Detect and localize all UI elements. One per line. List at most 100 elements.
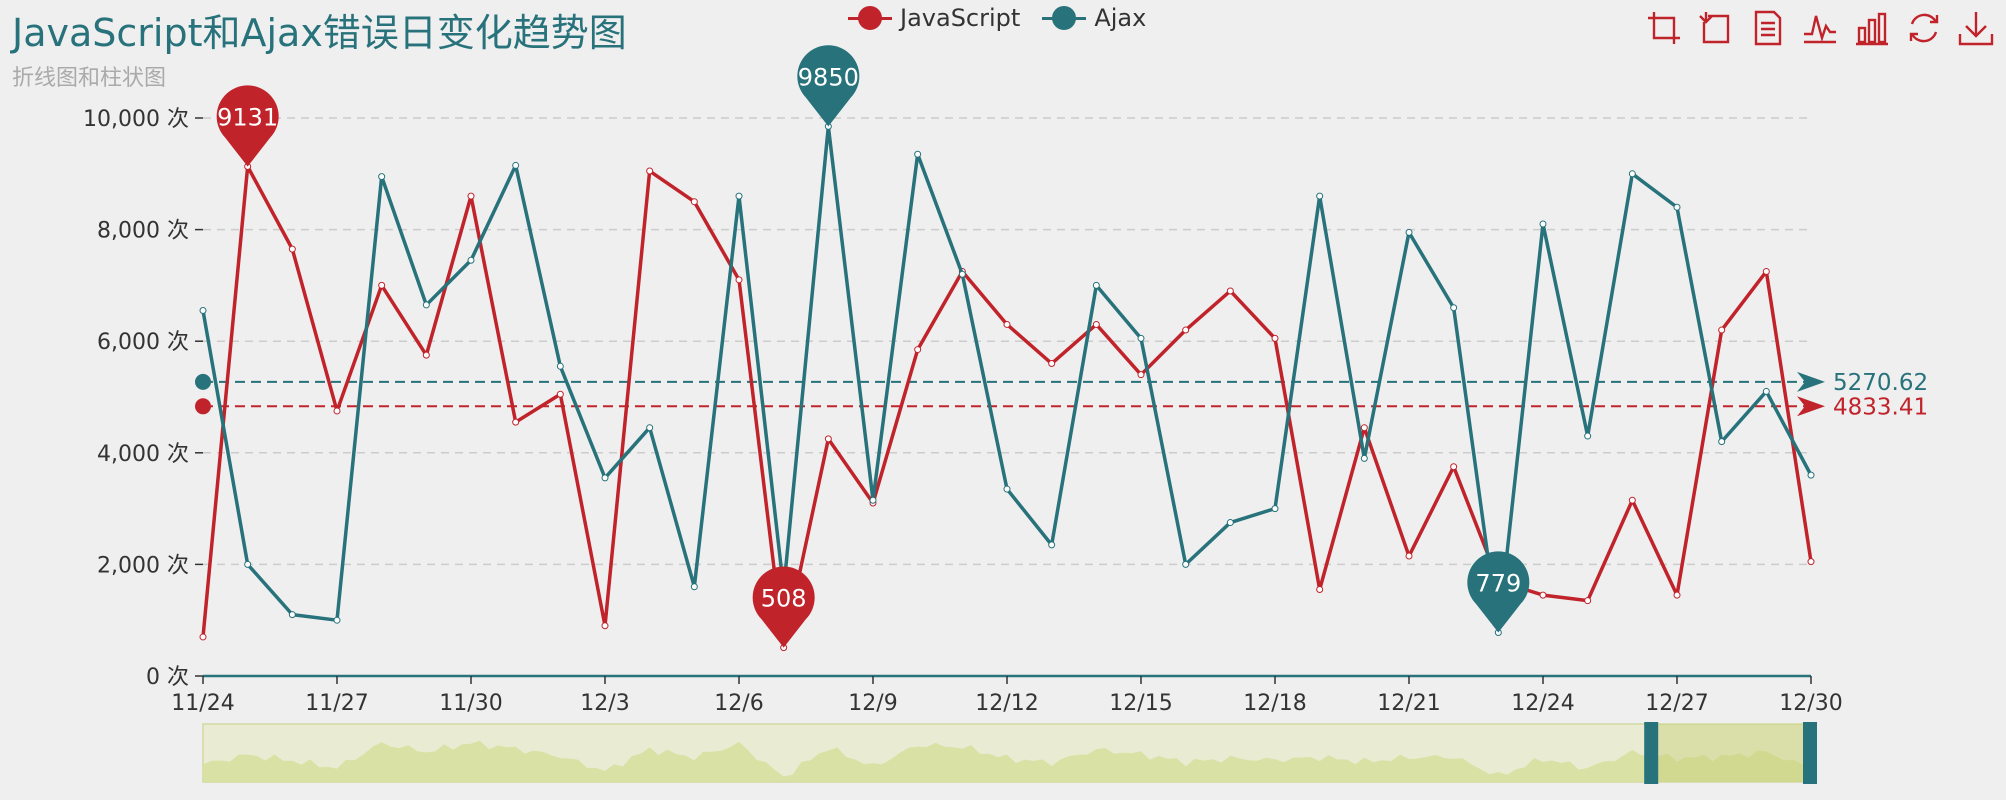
line-chart-icon bbox=[1804, 15, 1836, 44]
y-tick-label: 4,000 次 bbox=[97, 442, 189, 467]
data-point bbox=[467, 192, 475, 200]
bar-chart-button[interactable] bbox=[1852, 8, 1892, 48]
save-image-button[interactable] bbox=[1956, 8, 1996, 48]
data-point bbox=[1048, 360, 1056, 368]
data-point bbox=[1628, 496, 1636, 504]
x-tick-label: 12/9 bbox=[848, 691, 897, 716]
data-point bbox=[512, 418, 520, 426]
legend-swatch-javascript bbox=[848, 4, 892, 32]
data-point bbox=[1092, 320, 1100, 328]
data-zoom-slider[interactable] bbox=[202, 722, 1817, 784]
data-point bbox=[1762, 267, 1770, 275]
x-tick-label: 12/21 bbox=[1377, 691, 1440, 716]
y-tick-label: 0 次 bbox=[146, 665, 189, 690]
line-chart-button[interactable] bbox=[1800, 8, 1840, 48]
data-point bbox=[1807, 558, 1815, 566]
x-tick-label: 12/12 bbox=[975, 691, 1038, 716]
data-point bbox=[1271, 505, 1279, 513]
data-point bbox=[422, 351, 430, 359]
legend-label-javascript: JavaScript bbox=[900, 4, 1021, 32]
chart-title: JavaScript和Ajax错误日变化趋势图 bbox=[12, 11, 627, 55]
data-point bbox=[467, 256, 475, 264]
data-point bbox=[244, 560, 252, 568]
data-point bbox=[1360, 424, 1368, 432]
pin-label: 9850 bbox=[798, 63, 859, 91]
x-tick-label: 11/30 bbox=[439, 691, 502, 716]
x-tick-label: 12/18 bbox=[1243, 691, 1306, 716]
pin-shape bbox=[752, 566, 815, 648]
x-tick-label: 12/24 bbox=[1511, 691, 1574, 716]
x-tick-label: 11/24 bbox=[171, 691, 234, 716]
data-point bbox=[735, 276, 743, 284]
bar-chart-icon bbox=[1856, 12, 1888, 46]
data-point bbox=[1673, 591, 1681, 599]
series bbox=[199, 122, 1815, 652]
data-point bbox=[1003, 485, 1011, 493]
zoom-preview-area bbox=[203, 740, 1811, 782]
pin-label: 779 bbox=[1475, 570, 1521, 598]
zoom-handle-start[interactable] bbox=[1644, 722, 1659, 784]
data-point bbox=[512, 161, 520, 169]
y-tick-label: 10,000 次 bbox=[83, 107, 189, 132]
data-point bbox=[1226, 287, 1234, 295]
y-tick-label: 8,000 次 bbox=[97, 219, 189, 244]
data-point bbox=[1405, 552, 1413, 560]
legend-item-javascript[interactable]: JavaScript bbox=[848, 4, 1020, 32]
y-tick-label: 6,000 次 bbox=[97, 330, 189, 355]
x-tick-label: 12/3 bbox=[580, 691, 629, 716]
data-point bbox=[1584, 597, 1592, 605]
data-point bbox=[1628, 170, 1636, 178]
data-point bbox=[735, 192, 743, 200]
pin-marker: 9131 bbox=[216, 85, 279, 167]
data-point bbox=[824, 435, 832, 443]
data-point bbox=[288, 245, 296, 253]
average-label: 4833.41 bbox=[1833, 394, 1928, 420]
data-point bbox=[646, 167, 654, 175]
data-point bbox=[199, 633, 207, 641]
data-point bbox=[1048, 541, 1056, 549]
pin-label: 9131 bbox=[217, 103, 278, 131]
zoom-selection bbox=[1650, 724, 1811, 782]
average-line-arrow bbox=[1797, 371, 1825, 392]
data-zoom-reset-button[interactable] bbox=[1696, 8, 1736, 48]
data-point bbox=[1539, 591, 1547, 599]
pin-label: 508 bbox=[761, 585, 807, 613]
data-point bbox=[601, 474, 609, 482]
data-zoom-icon bbox=[1648, 12, 1680, 44]
data-point bbox=[556, 362, 564, 370]
data-point bbox=[1405, 228, 1413, 236]
data-point bbox=[1450, 463, 1458, 471]
data-point bbox=[601, 622, 609, 630]
data-point bbox=[199, 307, 207, 315]
data-point bbox=[1271, 334, 1279, 342]
data-point bbox=[1450, 304, 1458, 312]
average-line-start-dot bbox=[195, 373, 211, 390]
data-point bbox=[333, 407, 341, 415]
data-zoom-button[interactable] bbox=[1644, 8, 1684, 48]
data-point bbox=[556, 390, 564, 398]
data-point bbox=[378, 281, 386, 289]
data-point bbox=[1584, 432, 1592, 440]
markers: 9131 508 9850 779 bbox=[216, 45, 1530, 648]
pin-shape bbox=[1467, 551, 1530, 633]
restore-button[interactable] bbox=[1904, 8, 1944, 48]
zoom-handle-end[interactable] bbox=[1803, 722, 1817, 784]
x-tick-label: 12/30 bbox=[1779, 691, 1842, 716]
data-point bbox=[914, 346, 922, 354]
pin-shape bbox=[797, 45, 860, 127]
data-point bbox=[378, 173, 386, 181]
data-point bbox=[690, 198, 698, 206]
data-point bbox=[1718, 326, 1726, 334]
series-line-ajax bbox=[201, 124, 1813, 635]
data-point bbox=[1182, 560, 1190, 568]
legend-item-ajax[interactable]: Ajax bbox=[1042, 4, 1146, 32]
data-point bbox=[1003, 320, 1011, 328]
data-point bbox=[1316, 586, 1324, 594]
axes: 0 次 2,000 次 4,000 次 6,000 次 8,000 次 10,000 次 1… bbox=[83, 107, 1843, 716]
data-view-button[interactable] bbox=[1748, 8, 1788, 48]
data-point bbox=[1182, 326, 1190, 334]
x-tick-label: 12/27 bbox=[1645, 691, 1708, 716]
chart-subtitle: 折线图和柱状图 bbox=[12, 66, 167, 91]
data-point bbox=[1718, 438, 1726, 446]
average-label: 5270.62 bbox=[1833, 370, 1928, 396]
